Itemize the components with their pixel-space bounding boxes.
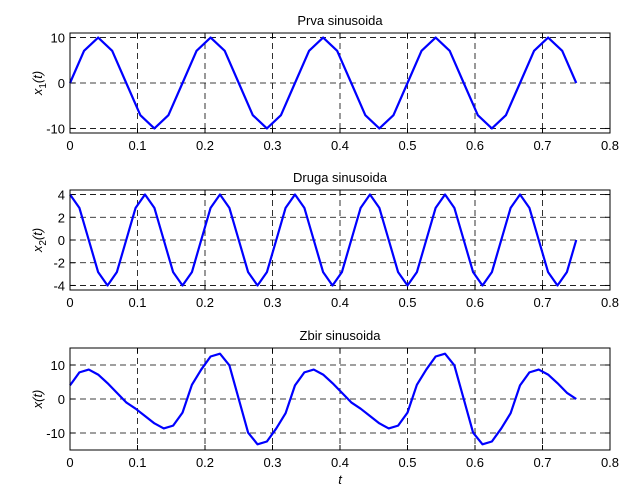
x-tick-label: 0 [66, 138, 73, 153]
y-tick-label: -4 [53, 278, 65, 293]
x-tick-label: 0.8 [601, 455, 619, 470]
y-axis-label: x1(t) [30, 71, 49, 96]
subplot-title: Zbir sinusoida [300, 328, 382, 343]
x-axis-label: t [338, 472, 343, 487]
x-tick-label: 0 [66, 295, 73, 310]
x-tick-label: 0.2 [196, 455, 214, 470]
x-tick-label: 0.6 [466, 455, 484, 470]
y-tick-label: 0 [58, 233, 65, 248]
x-tick-label: 0.3 [263, 138, 281, 153]
x-tick-label: 0.7 [533, 138, 551, 153]
series-line-1 [68, 36, 578, 130]
x-tick-label: 0.7 [533, 295, 551, 310]
x-tick-label: 0.6 [466, 295, 484, 310]
x-tick-label: 0.8 [601, 295, 619, 310]
y-tick-label: 4 [58, 188, 65, 203]
y-tick-label: -2 [53, 256, 65, 271]
x-tick-label: 0.6 [466, 138, 484, 153]
x-tick-label: 0.1 [128, 455, 146, 470]
x-tick-label: 0.1 [128, 295, 146, 310]
y-axis-label: x(t) [30, 390, 45, 410]
x-tick-label: 0.2 [196, 138, 214, 153]
y-tick-label: 0 [58, 76, 65, 91]
x-tick-label: 0.8 [601, 138, 619, 153]
y-tick-label: 0 [58, 392, 65, 407]
x-tick-label: 0.5 [398, 295, 416, 310]
x-tick-label: 0.1 [128, 138, 146, 153]
subplot-title: Druga sinusoida [293, 170, 388, 185]
x-tick-label: 0.4 [331, 455, 349, 470]
y-tick-label: -10 [46, 426, 65, 441]
x-tick-label: 0.3 [263, 455, 281, 470]
x-tick-label: 0.5 [398, 455, 416, 470]
x-tick-label: 0.3 [263, 295, 281, 310]
subplot-2: 0 0.1 0.2 0.3 0.4 0.5 0.6 0.7 0.8 -4 -2 0 2 4 Druga si… [30, 170, 619, 310]
x-tick-label: 0.4 [331, 295, 349, 310]
x-tick-label: 0.2 [196, 295, 214, 310]
y-axis-label: x2(t) [30, 228, 49, 253]
x-tick-label: 0.4 [331, 138, 349, 153]
x-tick-label: 0 [66, 455, 73, 470]
y-tick-label: 10 [51, 31, 65, 46]
axes-frame [69, 347, 611, 451]
x-tick-label: 0.5 [398, 138, 416, 153]
series-line-1 [69, 352, 577, 446]
series-line-1 [69, 193, 578, 287]
axes-frame [69, 32, 611, 134]
y-tick-label: 10 [51, 358, 65, 373]
subplot-title: Prva sinusoida [297, 13, 383, 28]
x-tick-label: 0.7 [533, 455, 551, 470]
y-tick-label: -10 [46, 121, 65, 136]
y-tick-label: 2 [58, 210, 65, 225]
axes-frame [69, 189, 611, 291]
